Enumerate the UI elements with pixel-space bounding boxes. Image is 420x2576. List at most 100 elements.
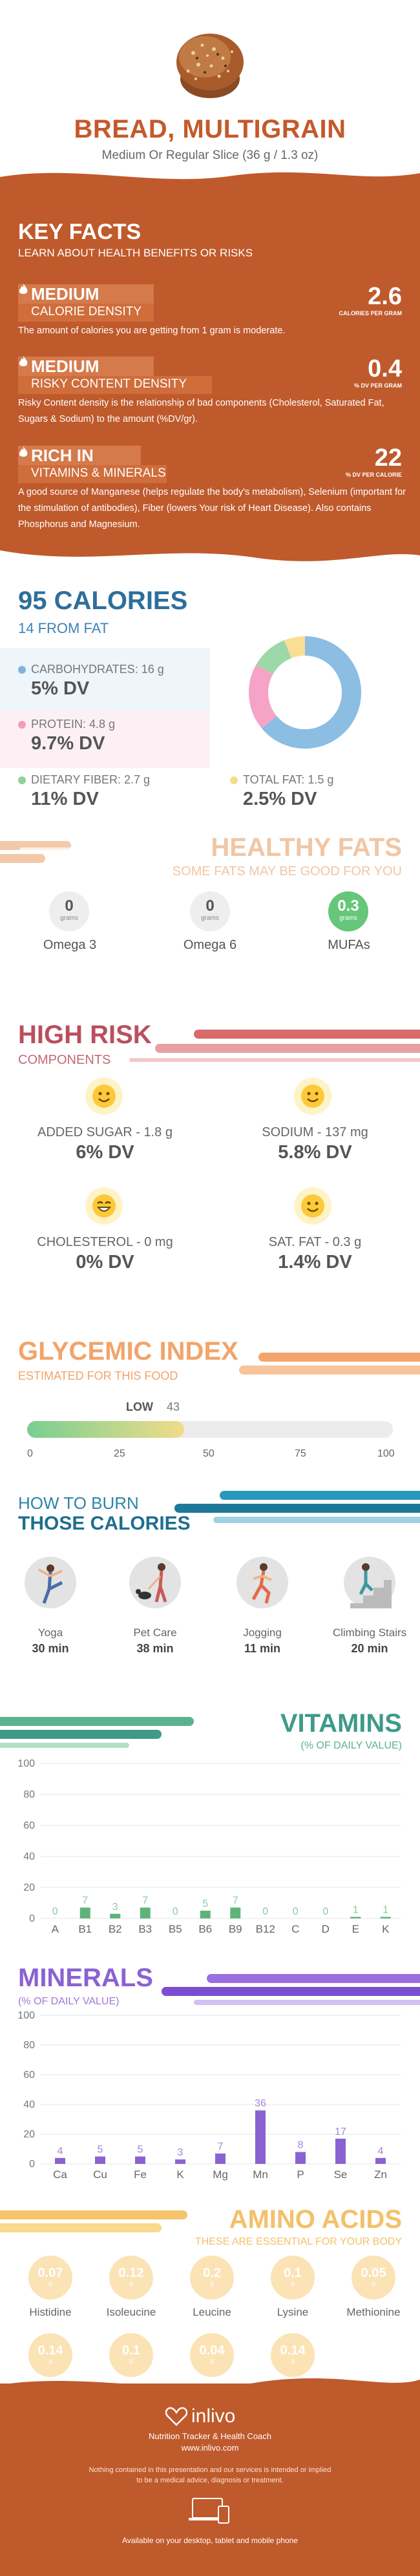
amino-unit: g: [210, 2280, 214, 2287]
amino-label: Histidine: [29, 2306, 72, 2318]
amino-value: 0.1: [284, 2266, 302, 2280]
omega-3-circle: 0 grams: [49, 891, 89, 931]
heart-logo-icon: [165, 2407, 187, 2426]
x-tick-label: Zn: [374, 2168, 387, 2181]
y-tick-label: 60: [23, 2070, 35, 2081]
glycemic-subtitle: ESTIMATED FOR THIS FOOD: [18, 1369, 178, 1382]
x-tick-label: B2: [109, 1923, 122, 1935]
bar-b1: [79, 1907, 90, 1918]
key-fact-level: MEDIUM: [31, 357, 100, 376]
risk-label: ADDED SUGAR - 1.8 g: [37, 1125, 173, 1139]
yoga-icon: [25, 1557, 76, 1608]
bar-value-label: 3: [178, 2147, 184, 2158]
burn-label: Pet Care: [133, 1626, 177, 1639]
y-tick-label: 40: [23, 1851, 35, 1862]
amino-unit: g: [48, 2280, 52, 2287]
bar-zn: [375, 2157, 386, 2164]
flame-icon: [19, 355, 28, 366]
risk-label: SAT. FAT - 0.3 g: [268, 1235, 362, 1249]
bar-e: [350, 1916, 361, 1918]
key-fact-description: Risky Content density is the relationshi…: [18, 398, 384, 424]
x-tick-label: K: [382, 1923, 390, 1935]
amino-circle: 0.1 g: [109, 2333, 153, 2377]
key-fact-level: RICH IN: [31, 446, 94, 465]
bar-value-label: 0: [52, 1906, 58, 1917]
bar-value-label: 0: [293, 1906, 299, 1917]
amino-value: 0.1: [122, 2343, 140, 2358]
nutrient-label: DIETARY FIBER: 2.7 g: [31, 773, 151, 786]
amino-circle: 0.12 g: [109, 2256, 153, 2300]
y-tick-label: 40: [23, 2099, 35, 2110]
burn-time: 20 min: [351, 1642, 388, 1655]
donut-slice-dietary-fiber: [256, 640, 292, 675]
key-facts-section: KEY FACTS LEARN ABOUT HEALTH BENEFITS OR…: [0, 187, 420, 567]
bar-value-label: 5: [202, 1898, 208, 1909]
bar-b2: [110, 1913, 121, 1918]
vitamins-title: VITAMINS: [280, 1709, 402, 1738]
glycemic-track: [27, 1421, 393, 1438]
y-tick-label: 0: [29, 1913, 35, 1924]
amino-value: 0.2: [203, 2266, 221, 2280]
bar-value-label: 5: [98, 2145, 103, 2155]
bar-p: [295, 2152, 306, 2164]
x-tick-label: Ca: [53, 2168, 67, 2181]
bar-k: [175, 2159, 185, 2164]
amino-unit: g: [210, 2358, 214, 2365]
smile-icon: [294, 1187, 331, 1225]
bar-value-label: 7: [233, 1895, 238, 1906]
x-tick-label: B6: [198, 1923, 212, 1935]
jogging-icon: [236, 1557, 288, 1608]
bar-value-label: 7: [218, 2141, 224, 2152]
amino-circle: 0.1 g: [271, 2256, 315, 2300]
bar-cu: [95, 2156, 105, 2164]
amino-value: 0.12: [118, 2266, 144, 2280]
nutrient-dv: 5% DV: [31, 678, 90, 699]
bar-value-label: 3: [112, 1902, 118, 1913]
bar-mn: [255, 2110, 266, 2164]
risk-dv: 0% DV: [76, 1252, 134, 1272]
bar-b9: [230, 1907, 241, 1918]
y-tick-label: 100: [17, 1758, 35, 1769]
amino-value: 0.07: [37, 2266, 63, 2280]
x-tick-label: K: [176, 2168, 184, 2181]
website-link[interactable]: www.inlivo.com: [181, 2443, 239, 2453]
bar-ca: [55, 2157, 65, 2164]
tagline: Nutrition Tracker & Health Coach: [148, 2431, 272, 2441]
key-fact-unit: CALORIES PER GRAM: [339, 310, 402, 317]
donut-slice-carbohydrates: [261, 636, 361, 749]
healthy-fats-subtitle: SOME FATS MAY BE GOOD FOR YOU: [172, 864, 402, 878]
glycemic-level: LOW: [126, 1400, 153, 1413]
vitamins-section: VITAMINS (% OF DAILY VALUE) 100 80 60 40 20 0…: [0, 1692, 420, 1964]
y-tick-label: 80: [23, 1789, 35, 1800]
glycemic-tick: 75: [295, 1448, 306, 1459]
bar-se: [335, 2138, 346, 2164]
key-fact-level: MEDIUM: [31, 284, 100, 304]
risk-dv: 1.4% DV: [278, 1252, 352, 1272]
vitamins-subtitle: (% OF DAILY VALUE): [300, 1740, 402, 1751]
bar-b3: [140, 1907, 151, 1918]
high-risk-title: HIGH RISK: [18, 1021, 152, 1049]
amino-label: Leucine: [193, 2306, 231, 2318]
bar-value-label: 7: [82, 1895, 88, 1906]
nutrient-dv: 11% DV: [31, 789, 99, 809]
x-tick-label: B9: [229, 1923, 242, 1935]
amino-circle: 0.05 g: [352, 2256, 395, 2300]
risk-label: CHOLESTEROL - 0 mg: [37, 1235, 173, 1249]
donut-slice-protein: [249, 665, 277, 729]
glycemic-index-section: GLYCEMIC INDEX ESTIMATED FOR THIS FOOD L…: [0, 1324, 420, 1479]
availability-text: Available on your desktop, tablet and mo…: [122, 2536, 298, 2545]
amino-label: Isoleucine: [106, 2306, 156, 2318]
risk-dv: 5.8% DV: [278, 1142, 352, 1163]
amino-value: 0.05: [361, 2266, 386, 2280]
key-fact-unit: % DV PER GRAM: [353, 382, 402, 389]
key-fact-value: 0.4: [368, 355, 402, 382]
bar-value-label: 8: [298, 2140, 304, 2151]
omega-3-label: Omega 3: [43, 938, 97, 952]
footer: inlivo Nutrition Tracker & Health Coach …: [0, 2378, 420, 2576]
key-fact-value: 2.6: [368, 283, 402, 310]
x-tick-label: Cu: [93, 2168, 107, 2181]
amino-unit: g: [129, 2280, 133, 2287]
amino-circle: 0.14 g: [271, 2333, 315, 2377]
y-tick-label: 80: [23, 2040, 35, 2051]
nutrient-label: TOTAL FAT: 1.5 g: [243, 773, 334, 786]
